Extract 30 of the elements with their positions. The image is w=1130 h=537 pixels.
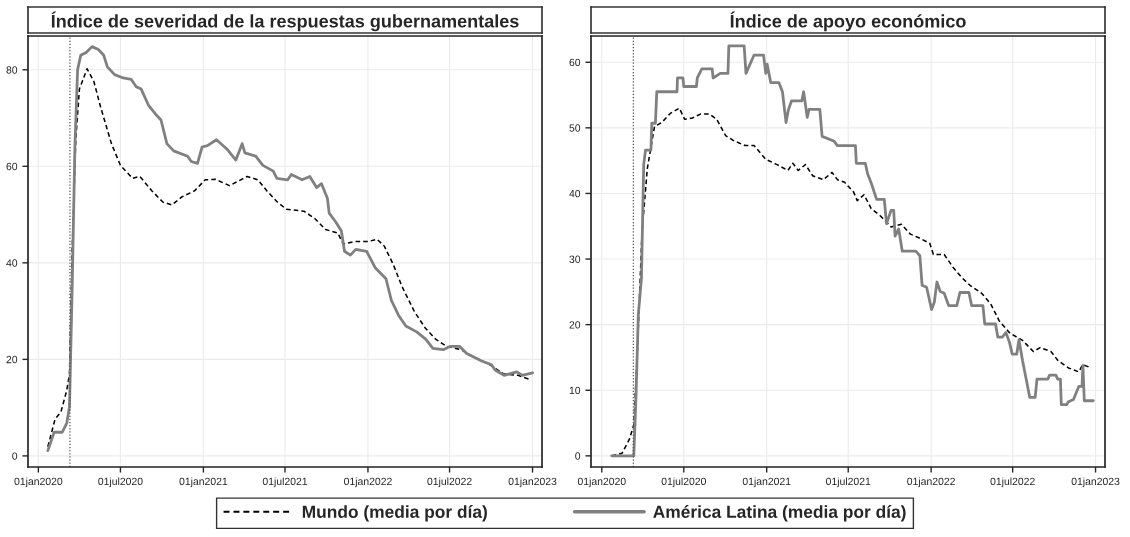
y-tick-label: 20 [6,355,18,364]
x-tick-label: 01jan2023 [1071,477,1120,488]
y-tick-label: 60 [569,58,581,67]
x-tick-label: 01jul2022 [990,477,1035,488]
chart-title: Índice de apoyo económico [730,11,966,32]
x-tick-label: 01jan2020 [14,477,63,488]
x-tick-label: 01jan2020 [577,477,626,488]
x-tick-label: 01jul2021 [262,477,308,488]
x-tick-label: 01jan2021 [742,477,791,488]
y-tick-label: 30 [569,255,581,263]
x-tick-label: 01jul2020 [661,477,706,488]
x-tick-label: 01jul2020 [98,477,143,488]
y-tick-label: 10 [569,386,581,395]
y-tick-label: 60 [6,162,18,171]
x-tick-label: 01jul2022 [427,477,472,488]
x-tick-label: 01jan2021 [179,477,228,488]
chart-title: Índice de severidad de la respuestas gubernamentales [51,11,519,32]
y-tick-label: 40 [6,259,18,267]
legend-label: Mundo (media por día) [302,505,487,522]
y-tick-label: 20 [569,321,581,329]
x-tick-label: 01jul2021 [826,477,871,488]
legend-label: América Latina (media por día) [653,505,906,522]
y-tick-label: 0 [12,452,18,460]
y-tick-label: 40 [569,189,581,198]
y-tick-label: 80 [6,66,18,74]
x-tick-label: 01jan2022 [344,477,392,488]
x-tick-label: 01jan2023 [508,477,557,488]
y-tick-label: 0 [575,452,581,460]
x-tick-label: 01jan2022 [907,477,955,488]
y-tick-label: 50 [569,124,581,132]
